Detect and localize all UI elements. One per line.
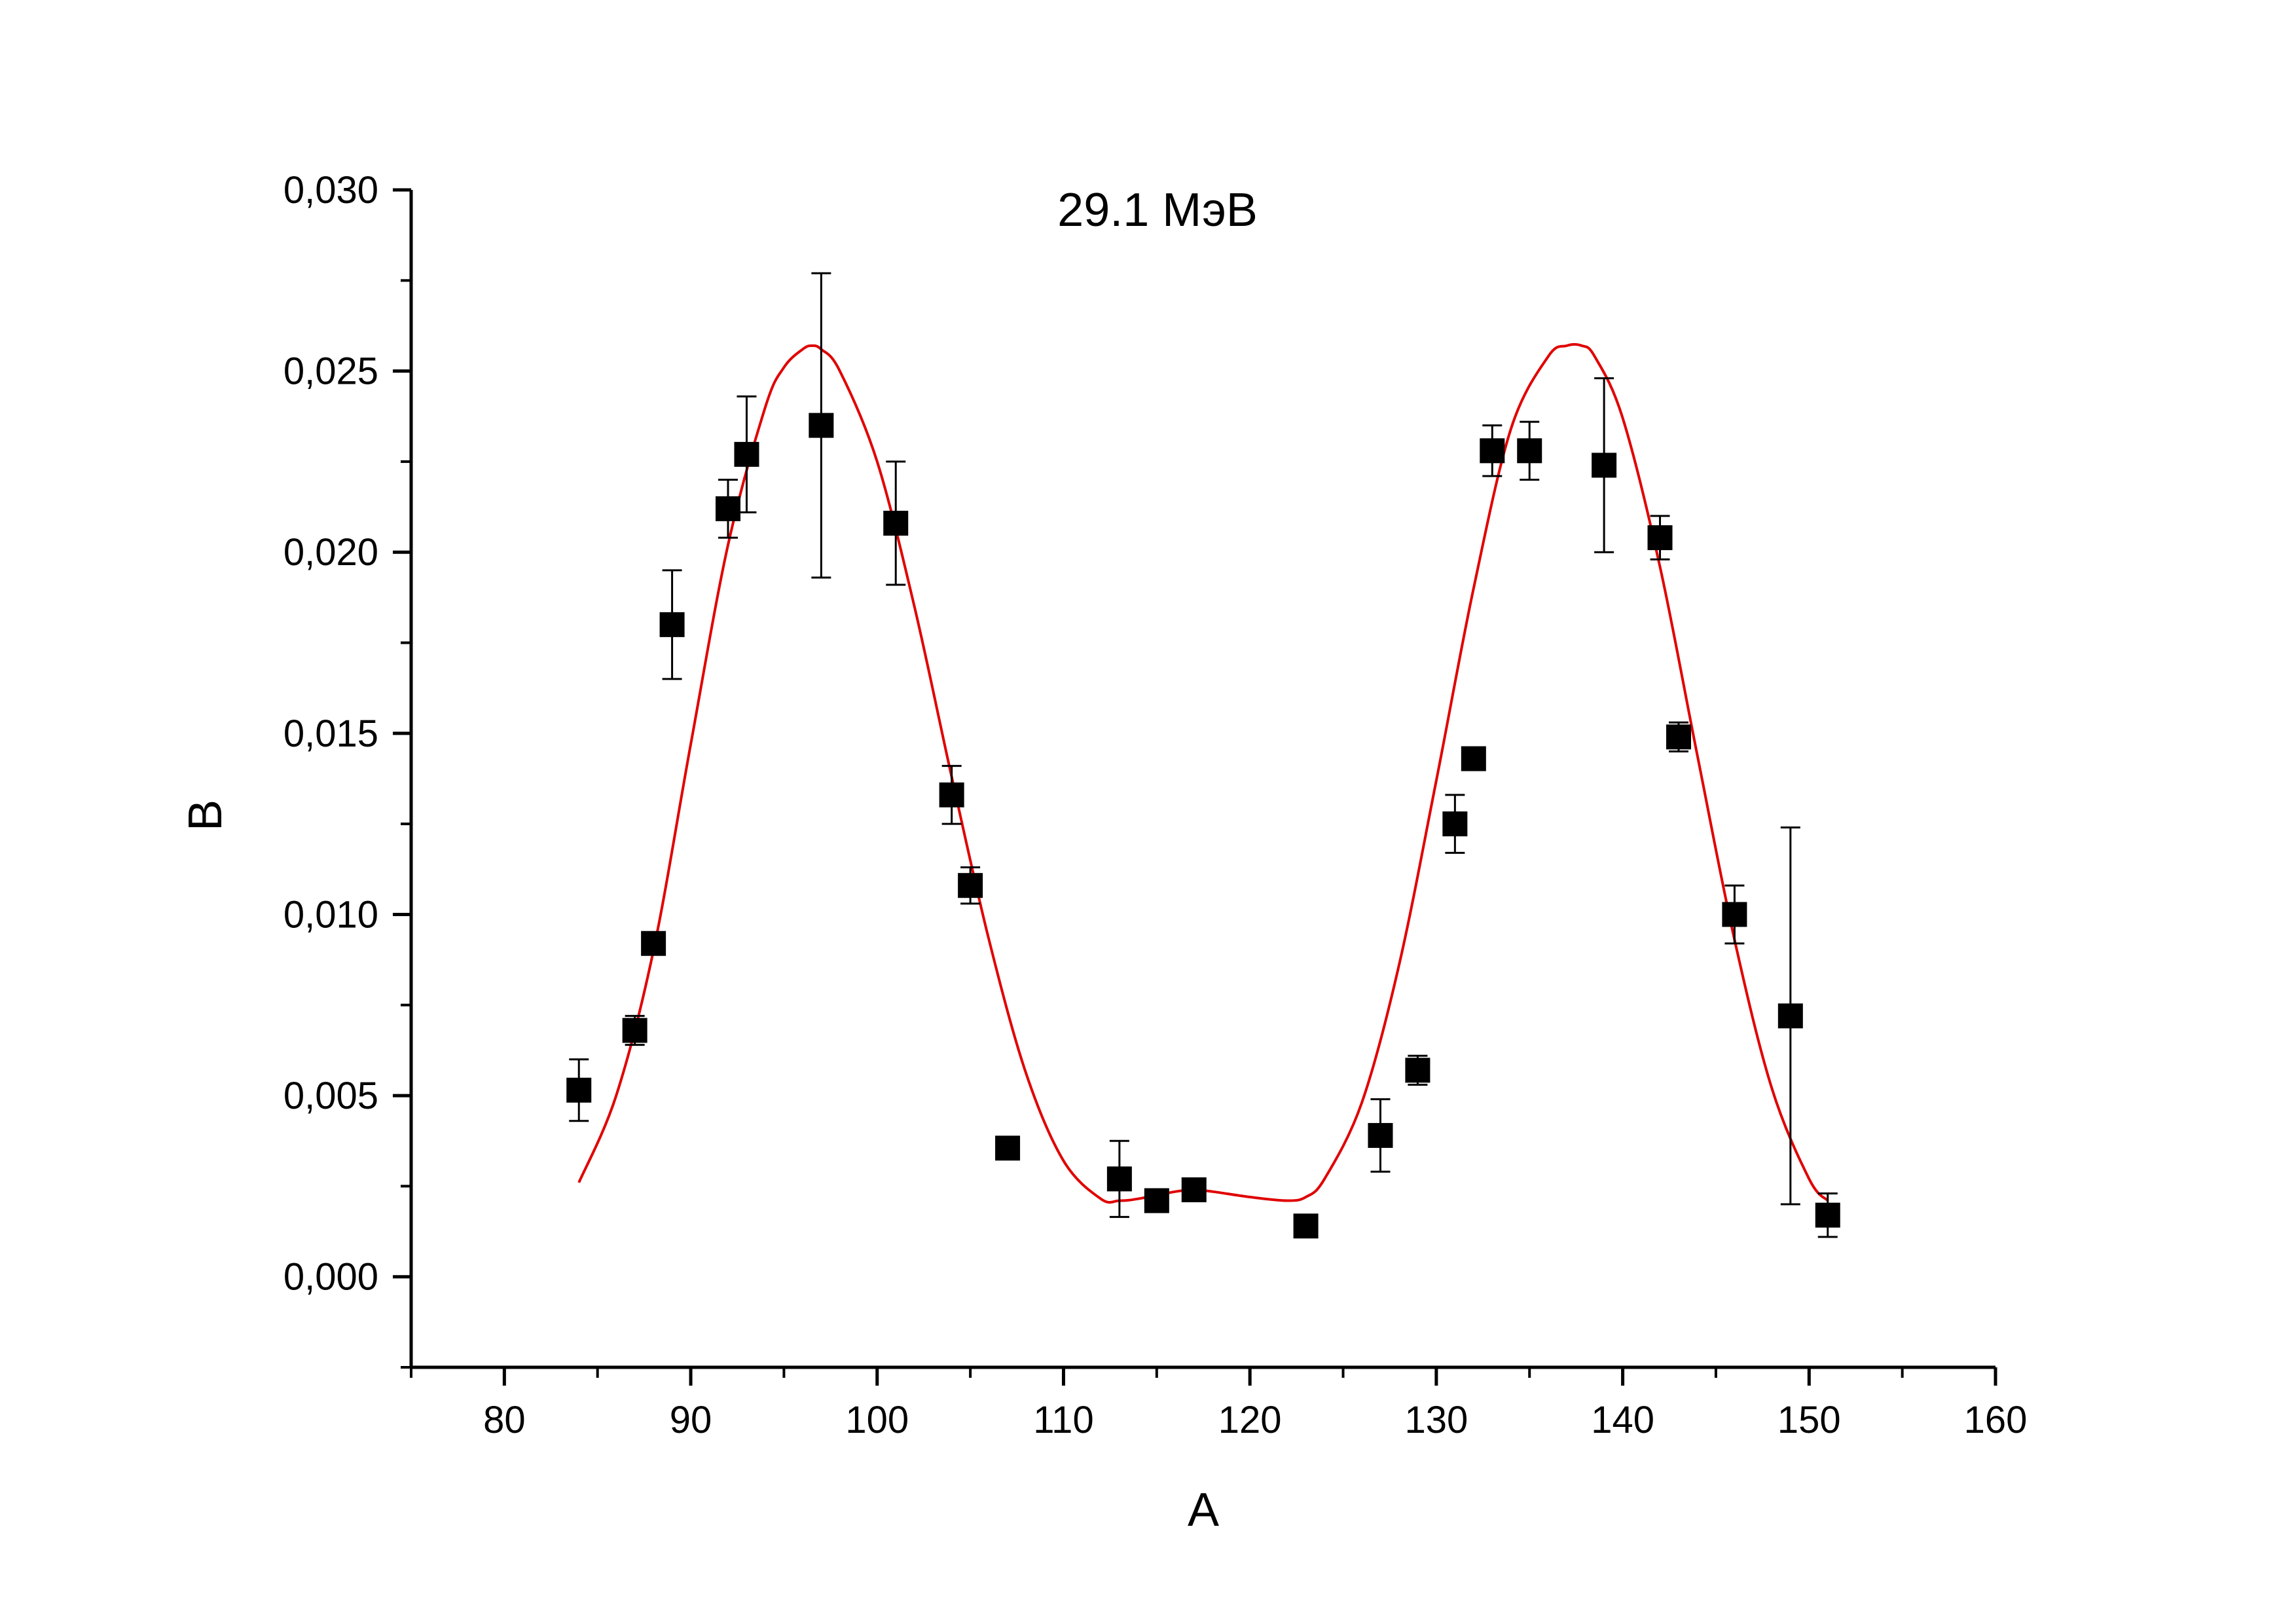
square-marker [1666, 724, 1691, 750]
y-tick-label: 0,005 [283, 1075, 378, 1117]
square-marker [641, 931, 666, 956]
square-marker [809, 413, 834, 438]
x-tick-label: 130 [1404, 1399, 1468, 1441]
data-point [1592, 377, 1617, 553]
square-marker [1647, 525, 1673, 551]
data-point [1461, 746, 1486, 771]
data-point [1106, 1139, 1132, 1218]
data-point [1442, 794, 1468, 854]
x-tick-label: 120 [1218, 1399, 1282, 1441]
square-marker [1461, 746, 1486, 771]
x-tick-label: 140 [1591, 1399, 1654, 1441]
y-axis-ticks: 0,000 0,005 0,010 0,015 0,020 0,025 0,030 [283, 169, 411, 1369]
data-point [939, 765, 964, 825]
y-tick-label: 0,000 [283, 1256, 378, 1299]
data-point [995, 1135, 1021, 1161]
x-axis-title: A [1188, 1484, 1219, 1536]
square-marker [1181, 1177, 1207, 1202]
x-axis-ticks: 80 90 100 110 120 130 140 150 160 [410, 1367, 2028, 1441]
square-marker [958, 873, 983, 898]
data-point [809, 272, 834, 579]
data-point [958, 866, 983, 905]
data-point [1722, 884, 1747, 945]
square-marker [1442, 811, 1468, 837]
x-tick-label: 100 [845, 1399, 909, 1441]
square-marker [1517, 438, 1542, 464]
x-tick-label: 150 [1777, 1399, 1841, 1441]
y-tick-label: 0,025 [283, 350, 378, 393]
data-point [1405, 1054, 1430, 1086]
data-point [1815, 1192, 1840, 1238]
square-marker [1405, 1058, 1430, 1083]
square-marker [995, 1135, 1021, 1161]
square-marker [622, 1018, 647, 1043]
data-point [1777, 826, 1803, 1206]
fit-curve [577, 342, 1829, 1204]
x-tick-label: 90 [670, 1399, 712, 1441]
data-point [1647, 515, 1673, 561]
data-point [1181, 1177, 1207, 1202]
square-marker [1722, 902, 1747, 927]
x-tick-label: 80 [483, 1399, 526, 1441]
square-marker [1592, 452, 1617, 478]
data-point [566, 1058, 592, 1122]
square-marker [939, 782, 964, 807]
square-marker [883, 510, 909, 536]
data-point [734, 395, 759, 513]
data-point [659, 569, 685, 680]
y-tick-label: 0,010 [283, 893, 378, 936]
data-point [883, 460, 909, 586]
data-point [622, 1014, 647, 1046]
square-marker [1368, 1122, 1393, 1148]
data-point [716, 479, 740, 539]
square-marker [734, 441, 759, 467]
data-point [1517, 420, 1542, 481]
square-marker [1293, 1213, 1319, 1239]
square-marker [1144, 1188, 1169, 1213]
square-marker [1777, 1003, 1803, 1029]
fit-curve-layer [577, 342, 1829, 1204]
data-point [1666, 721, 1691, 753]
square-marker [1480, 438, 1505, 464]
square-marker [566, 1077, 592, 1103]
square-marker [716, 496, 740, 521]
x-tick-label: 160 [1964, 1399, 2028, 1441]
square-marker [1815, 1202, 1840, 1228]
square-marker [1106, 1166, 1132, 1192]
y-tick-label: 0,015 [283, 712, 378, 755]
data-point [1368, 1098, 1393, 1173]
data-point [1144, 1188, 1169, 1213]
chart-title: 29.1 МэВ [1057, 184, 1258, 236]
y-tick-label: 0,030 [283, 169, 378, 212]
data-point [641, 931, 666, 956]
x-tick-label: 110 [1033, 1399, 1093, 1441]
y-tick-label: 0,020 [283, 531, 378, 574]
data-point [1480, 424, 1505, 477]
square-marker [659, 612, 685, 637]
data-points-layer [566, 272, 1840, 1239]
data-point [1293, 1213, 1319, 1239]
y-axis-title: B [179, 800, 232, 831]
